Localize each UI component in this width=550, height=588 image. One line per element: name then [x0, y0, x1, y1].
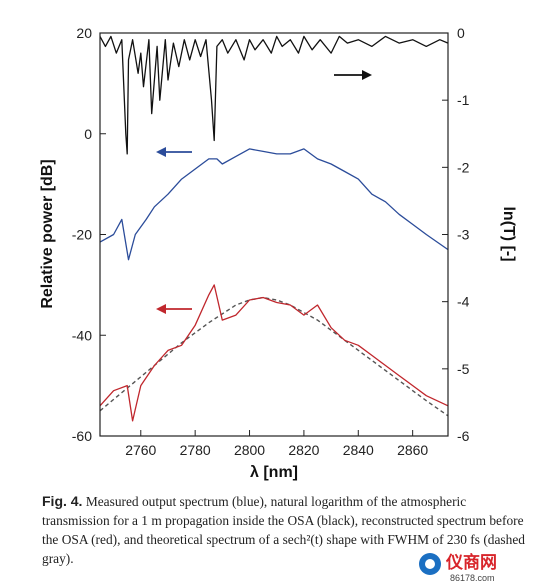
- x-tick-label: 2780: [180, 442, 211, 458]
- arrow-blue-left: [156, 147, 192, 157]
- right-y-tick-label: -6: [457, 428, 470, 444]
- caption-label: Fig. 4.: [42, 493, 83, 509]
- right-y-axis: 0 -1 -2 -3 -4 -5 -6: [442, 25, 470, 444]
- right-y-tick-label: 0: [457, 25, 465, 41]
- arrow-black-right: [334, 70, 372, 80]
- series-line-blue: [99, 148, 449, 261]
- right-y-tick-label: -2: [457, 159, 470, 175]
- left-y-tick-label: -20: [72, 227, 92, 243]
- x-tick-label: 2860: [397, 442, 428, 458]
- left-y-tick-label: 0: [84, 126, 92, 142]
- x-axis: 2760 2780 2800 2820 2840 2860: [125, 430, 428, 458]
- x-tick-label: 2760: [125, 442, 156, 458]
- x-tick-label: 2800: [234, 442, 265, 458]
- right-y-tick-label: -1: [457, 92, 470, 108]
- arrow-red-left: [156, 304, 192, 314]
- x-axis-title: λ [nm]: [250, 464, 298, 481]
- left-y-tick-label: -60: [72, 428, 92, 444]
- x-tick-label: 2820: [288, 442, 319, 458]
- series-line-gray: [99, 296, 449, 417]
- watermark-logo: 仪商网 86178.com: [419, 552, 497, 583]
- series-line-black: [99, 35, 449, 155]
- left-y-tick-label: 20: [76, 25, 92, 41]
- watermark-brand: 仪商网: [445, 552, 497, 573]
- spectrum-chart: 2760 2780 2800 2820 2840 2860 20 0 -20 -40 -60 0 -…: [39, 25, 517, 481]
- left-y-axis: 20 0 -20 -40 -60: [72, 25, 106, 444]
- right-y-tick-label: -3: [457, 227, 470, 243]
- right-y-axis-title: ln(T) [-]: [500, 206, 517, 261]
- figure-caption: Fig. 4. Measured output spectrum (blue),…: [42, 492, 527, 568]
- series-line-red: [99, 284, 449, 422]
- x-tick-label: 2840: [343, 442, 374, 458]
- caption-text: Measured output spectrum (blue), natural…: [42, 494, 525, 566]
- left-y-tick-label: -40: [72, 327, 92, 343]
- right-y-tick-label: -4: [457, 294, 470, 310]
- watermark-url: 86178.com: [450, 573, 495, 583]
- left-y-axis-title: Relative power [dB]: [39, 159, 56, 308]
- plot-frame: [99, 32, 449, 437]
- right-y-tick-label: -5: [457, 361, 470, 377]
- plot-area: [99, 35, 449, 422]
